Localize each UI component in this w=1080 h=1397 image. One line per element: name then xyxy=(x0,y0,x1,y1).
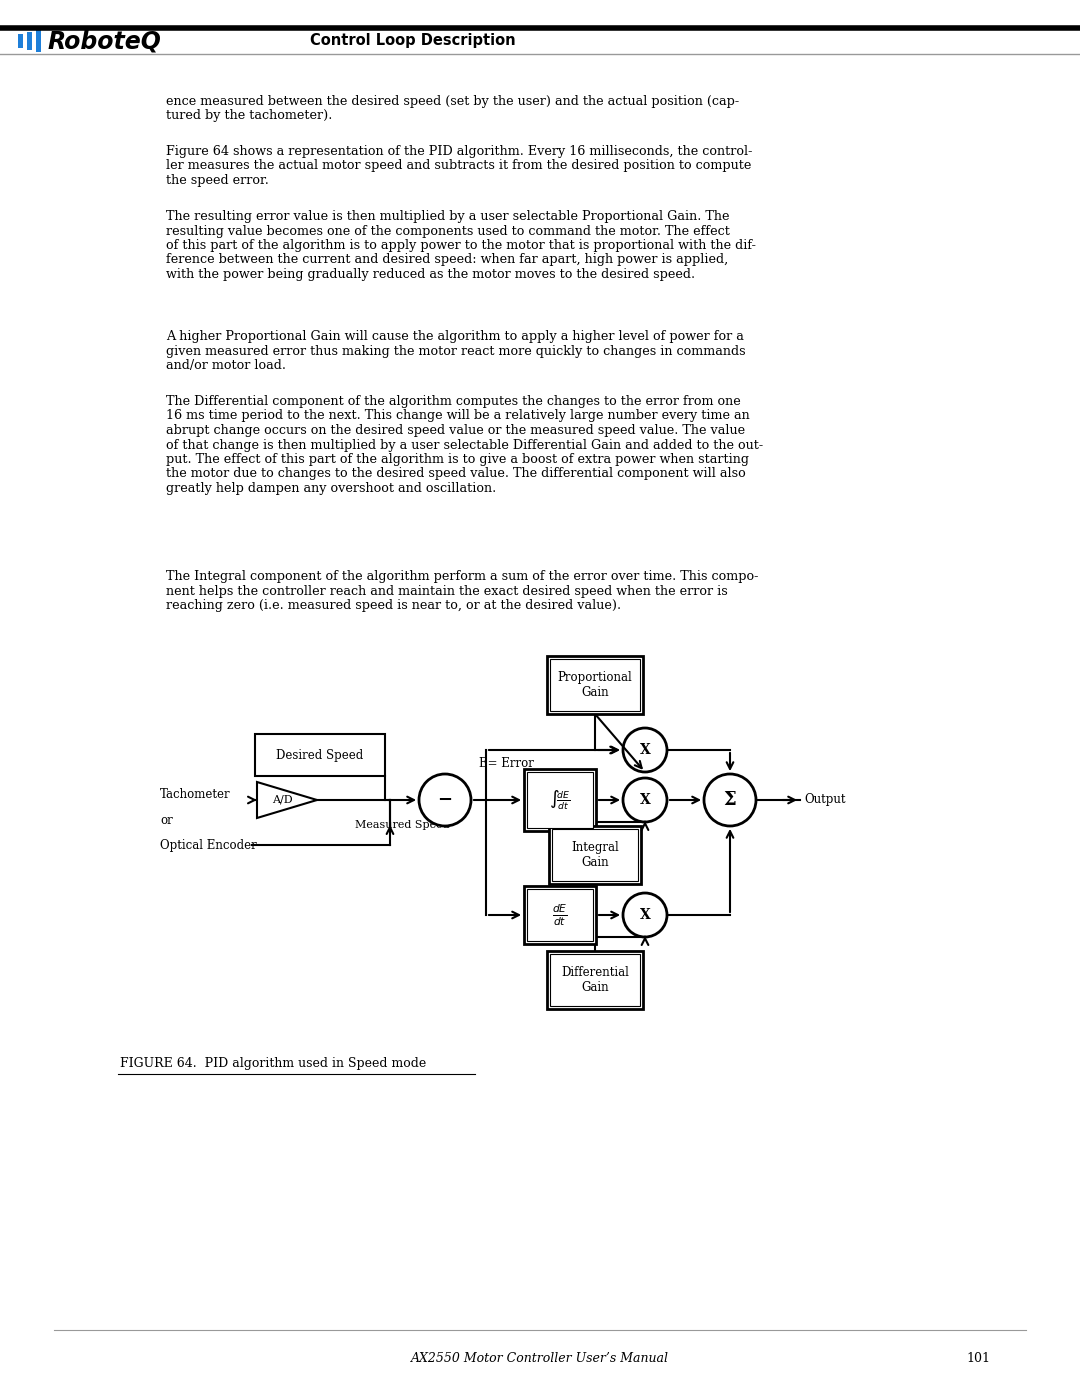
Text: Optical Encoder: Optical Encoder xyxy=(160,838,257,852)
Text: nent helps the controller reach and maintain the exact desired speed when the er: nent helps the controller reach and main… xyxy=(166,584,728,598)
Bar xyxy=(524,768,596,831)
Bar xyxy=(527,888,593,942)
Polygon shape xyxy=(257,782,318,819)
Bar xyxy=(550,659,640,711)
Bar xyxy=(36,29,41,52)
Text: The resulting error value is then multiplied by a user selectable Proportional G: The resulting error value is then multip… xyxy=(166,210,729,224)
Circle shape xyxy=(623,778,667,821)
Bar xyxy=(546,951,643,1009)
Text: with the power being gradually reduced as the motor moves to the desired speed.: with the power being gradually reduced a… xyxy=(166,268,696,281)
Text: Differential
Gain: Differential Gain xyxy=(562,965,629,995)
Text: Σ: Σ xyxy=(724,791,737,809)
Text: Control Loop Description: Control Loop Description xyxy=(310,34,515,49)
Text: Tachometer: Tachometer xyxy=(160,788,231,802)
Text: Measured Speed: Measured Speed xyxy=(355,820,449,830)
Text: greatly help dampen any overshoot and oscillation.: greatly help dampen any overshoot and os… xyxy=(166,482,496,495)
Text: AX2550 Motor Controller User’s Manual: AX2550 Motor Controller User’s Manual xyxy=(411,1352,669,1365)
Text: Proportional
Gain: Proportional Gain xyxy=(557,671,633,698)
Text: X: X xyxy=(639,793,650,807)
Text: tured by the tachometer).: tured by the tachometer). xyxy=(166,109,333,123)
Text: The Integral component of the algorithm perform a sum of the error over time. Th: The Integral component of the algorithm … xyxy=(166,570,758,583)
Text: ference between the current and desired speed: when far apart, high power is app: ference between the current and desired … xyxy=(166,253,728,267)
Text: of that change is then multiplied by a user selectable Differential Gain and add: of that change is then multiplied by a u… xyxy=(166,439,764,451)
Text: Output: Output xyxy=(804,793,846,806)
Bar xyxy=(524,886,596,944)
Bar xyxy=(549,826,642,884)
Text: RoboteQ: RoboteQ xyxy=(48,29,162,53)
Bar xyxy=(552,828,638,882)
Bar xyxy=(550,954,640,1006)
Text: ler measures the actual motor speed and subtracts it from the desired position t: ler measures the actual motor speed and … xyxy=(166,159,752,172)
Circle shape xyxy=(419,774,471,826)
Text: abrupt change occurs on the desired speed value or the measured speed value. The: abrupt change occurs on the desired spee… xyxy=(166,425,745,437)
Text: ence measured between the desired speed (set by the user) and the actual positio: ence measured between the desired speed … xyxy=(166,95,739,108)
Text: A/D: A/D xyxy=(272,795,293,805)
Text: resulting value becomes one of the components used to command the motor. The eff: resulting value becomes one of the compo… xyxy=(166,225,730,237)
Circle shape xyxy=(623,893,667,937)
Text: X: X xyxy=(639,743,650,757)
Text: given measured error thus making the motor react more quickly to changes in comm: given measured error thus making the mot… xyxy=(166,345,745,358)
Text: reaching zero (i.e. measured speed is near to, or at the desired value).: reaching zero (i.e. measured speed is ne… xyxy=(166,599,621,612)
Bar xyxy=(255,733,384,775)
Bar xyxy=(527,773,593,828)
Circle shape xyxy=(704,774,756,826)
Circle shape xyxy=(623,728,667,773)
Text: the speed error.: the speed error. xyxy=(166,175,269,187)
Text: A higher Proportional Gain will cause the algorithm to apply a higher level of p: A higher Proportional Gain will cause th… xyxy=(166,330,744,344)
Text: FIGURE 64.  PID algorithm used in Speed mode: FIGURE 64. PID algorithm used in Speed m… xyxy=(120,1058,427,1070)
Text: −: − xyxy=(437,791,453,809)
Text: 16 ms time period to the next. This change will be a relatively large number eve: 16 ms time period to the next. This chan… xyxy=(166,409,750,422)
Text: Desired Speed: Desired Speed xyxy=(276,749,364,761)
Text: 101: 101 xyxy=(966,1352,990,1365)
Bar xyxy=(18,34,23,47)
Text: E= Error: E= Error xyxy=(480,757,534,770)
Text: the motor due to changes to the desired speed value. The differential component : the motor due to changes to the desired … xyxy=(166,468,746,481)
Text: The Differential component of the algorithm computes the changes to the error fr: The Differential component of the algori… xyxy=(166,395,741,408)
Text: Figure 64 shows a representation of the PID algorithm. Every 16 milliseconds, th: Figure 64 shows a representation of the … xyxy=(166,145,753,158)
Text: of this part of the algorithm is to apply power to the motor that is proportiona: of this part of the algorithm is to appl… xyxy=(166,239,756,251)
Text: $\int\!\frac{dE}{dt}$: $\int\!\frac{dE}{dt}$ xyxy=(550,788,570,812)
Text: Integral
Gain: Integral Gain xyxy=(571,841,619,869)
Bar xyxy=(27,32,32,50)
Bar xyxy=(546,657,643,714)
Text: $\frac{dE}{dt}$: $\frac{dE}{dt}$ xyxy=(552,902,568,928)
Text: and/or motor load.: and/or motor load. xyxy=(166,359,286,372)
Text: X: X xyxy=(639,908,650,922)
Text: put. The effect of this part of the algorithm is to give a boost of extra power : put. The effect of this part of the algo… xyxy=(166,453,750,467)
Text: or: or xyxy=(160,813,173,827)
